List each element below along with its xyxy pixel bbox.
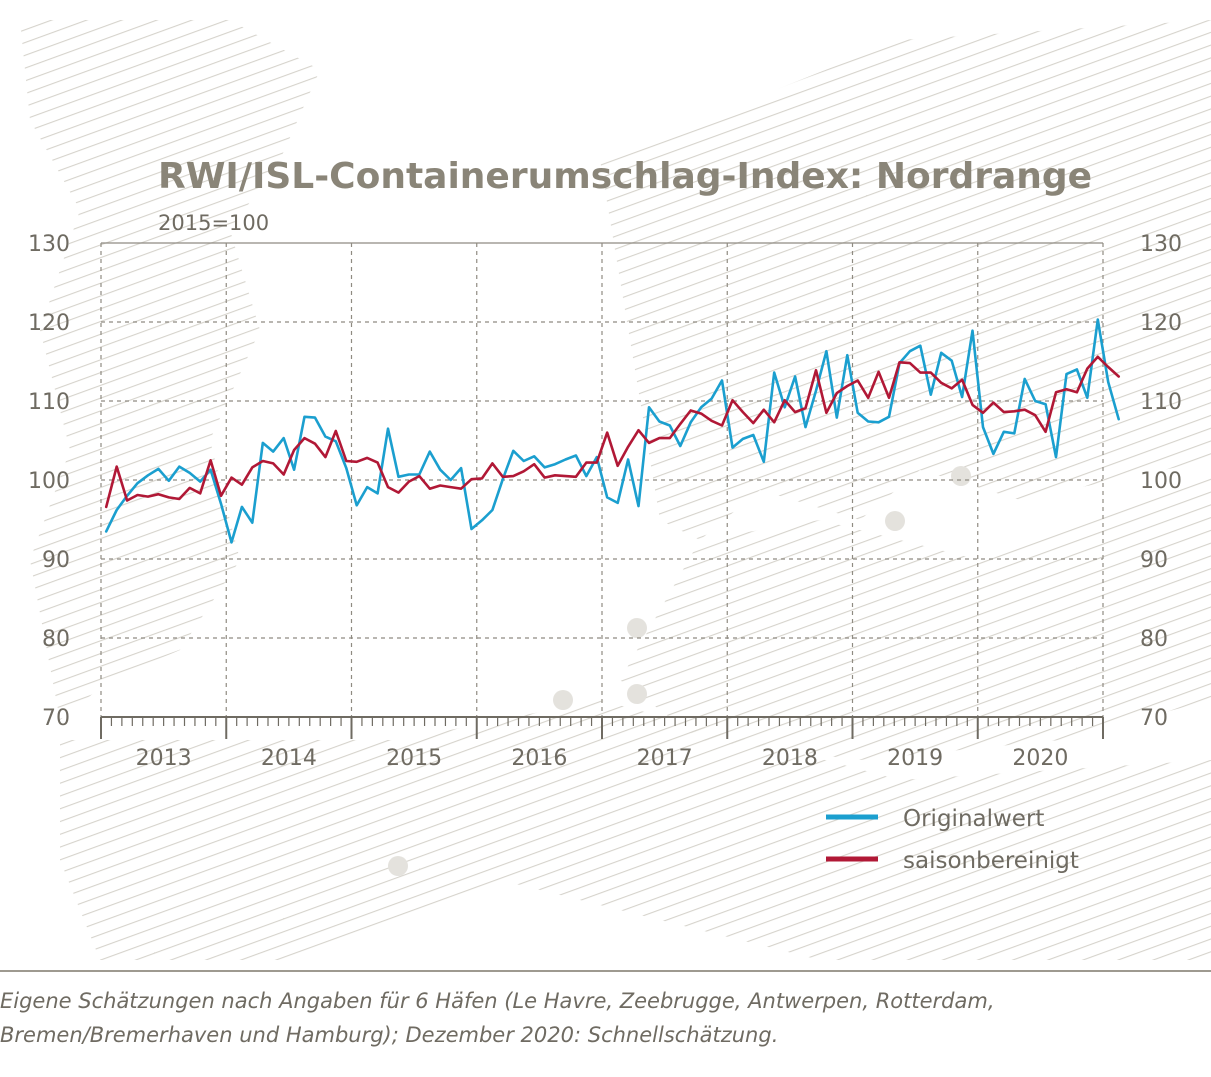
x-axis-labels: 2013 2014 2015 2016 2017 2018 2019 2020 <box>136 746 1069 771</box>
y-tick-label-right: 100 <box>1140 469 1182 494</box>
y-axis-right: 130 120 110 100 90 80 70 <box>1140 232 1182 731</box>
x-tick-label-2018: 2018 <box>762 746 818 771</box>
y-tick-label-right: 80 <box>1140 627 1168 652</box>
footnote-divider <box>0 970 1211 972</box>
x-tick-label-2020: 2020 <box>1012 746 1068 771</box>
y-tick-label-left: 70 <box>42 706 70 731</box>
x-tick-label-2017: 2017 <box>637 746 693 771</box>
y-tick-label-right: 90 <box>1140 548 1168 573</box>
footnote-line-1: Eigene Schätzungen nach Angaben für 6 Hä… <box>0 989 995 1013</box>
y-tick-label-right: 120 <box>1140 311 1182 336</box>
chart-subtitle: 2015=100 <box>158 211 269 235</box>
y-tick-label-left: 80 <box>42 627 70 652</box>
footnote: Eigene Schätzungen nach Angaben für 6 Hä… <box>0 984 1205 1052</box>
x-tick-label-2016: 2016 <box>511 746 567 771</box>
legend-label-saisonbereinigt: saisonbereinigt <box>903 848 1079 874</box>
x-tick-label-2014: 2014 <box>261 746 317 771</box>
series <box>104 318 1120 544</box>
y-axis-left: 130 120 110 100 90 80 70 <box>28 232 70 731</box>
x-tick-label-2015: 2015 <box>386 746 442 771</box>
series-line-saisonbereinigt <box>104 355 1120 509</box>
y-tick-label-left: 110 <box>28 390 70 415</box>
y-tick-label-left: 90 <box>42 548 70 573</box>
y-tick-label-left: 100 <box>28 469 70 494</box>
y-tick-label-right: 110 <box>1140 390 1182 415</box>
legend: Originalwert saisonbereinigt <box>826 806 1079 874</box>
background-map <box>20 20 1211 960</box>
y-tick-label-left: 120 <box>28 311 70 336</box>
y-tick-label-left: 130 <box>28 232 70 257</box>
series-line-originalwert <box>104 318 1120 544</box>
chart-title: RWI/ISL-Containerumschlag-Index: Nordran… <box>158 156 1092 197</box>
x-tick-label-2019: 2019 <box>887 746 943 771</box>
y-tick-label-right: 130 <box>1140 232 1182 257</box>
legend-label-originalwert: Originalwert <box>903 806 1044 832</box>
x-axis <box>100 716 1104 739</box>
y-tick-label-right: 70 <box>1140 706 1168 731</box>
x-tick-label-2013: 2013 <box>136 746 192 771</box>
footnote-line-2: Bremen/Bremerhaven und Hamburg); Dezembe… <box>0 1023 779 1047</box>
